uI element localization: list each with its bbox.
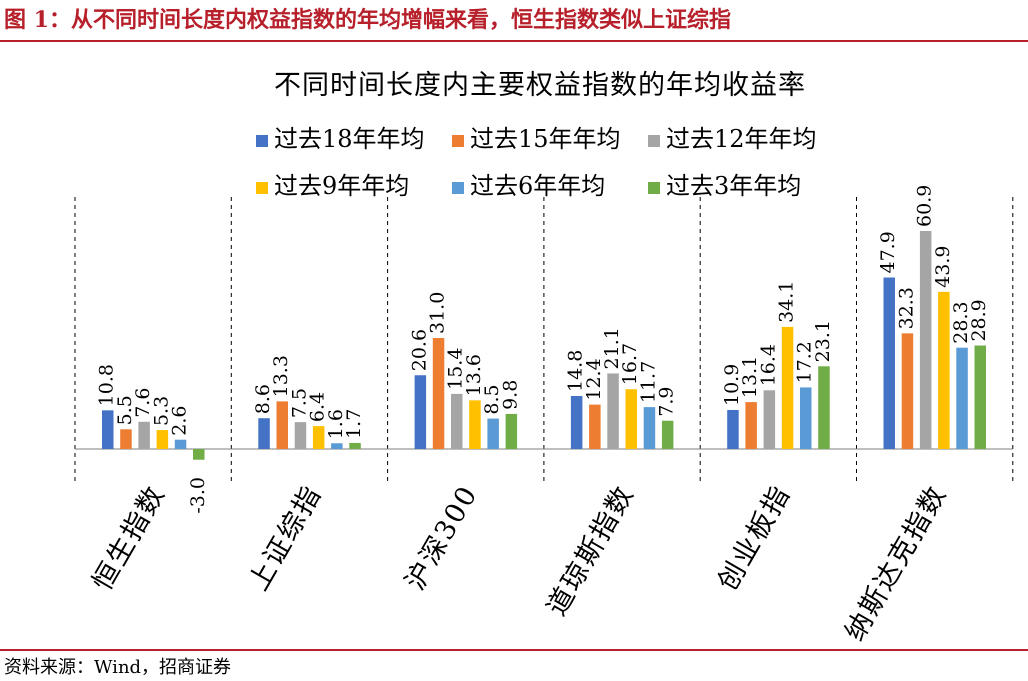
bar [138,421,150,449]
data-label: 5.5 [114,395,136,425]
data-label: 43.9 [932,246,954,288]
data-label: 7.5 [288,388,310,418]
data-label: 12.4 [583,358,605,400]
top-rule [0,40,1028,42]
category-label: 纳斯达克指数 [839,480,953,646]
data-label: 9.8 [499,380,521,410]
data-label: 1.7 [343,409,365,439]
bar [919,230,932,449]
data-label: 6.4 [307,392,329,422]
legend-label: 过去15年年均 [470,125,621,153]
data-label: 7.9 [656,386,678,416]
bar [156,430,169,449]
data-label: 28.9 [968,299,990,341]
data-label: 8.5 [481,384,503,414]
data-label: 5.3 [150,396,172,426]
legend-label: 过去12年年均 [666,125,817,153]
data-label: 11.7 [637,361,659,403]
data-label: 14.8 [565,350,587,392]
bar [451,393,463,449]
bar [349,442,361,449]
bar [331,443,343,449]
bar [102,410,114,449]
data-label: 60.9 [914,185,936,227]
bar [505,413,518,449]
data-label: 28.3 [950,301,972,343]
figure-title: 图 1：从不同时间长度内权益指数的年均增幅来看，恒生指数类似上证综指 [4,7,731,33]
data-label: 13.6 [463,354,485,396]
data-label: 16.7 [619,343,641,385]
legend-swatch [256,135,268,147]
source-note: 资料来源：Wind，招商证券 [4,657,232,678]
data-label: 21.1 [601,327,623,369]
bar [883,277,895,449]
bar [469,400,481,449]
data-label: 16.4 [757,344,779,386]
data-label: 20.6 [408,329,430,371]
chart-title: 不同时间长度内主要权益指数的年均收益率 [274,70,806,101]
bar [938,291,950,449]
bar [432,338,445,449]
legend-swatch [648,135,660,147]
bar [570,396,583,449]
bar [487,418,499,449]
bar [258,418,270,449]
data-label: 10.8 [96,364,118,406]
bar [294,422,307,449]
category-label: 上证综指 [243,480,328,596]
bar [643,407,656,449]
bar [781,326,794,449]
bar [901,333,914,449]
legend-swatch [452,182,464,194]
data-label: 47.9 [877,231,899,273]
data-label: 13.1 [739,356,761,398]
bar [312,426,325,449]
legend-label: 过去3年年均 [666,172,801,200]
plot-area: 10.85.57.65.32.6 -3.0 恒生指数 8.613.37.56.41.6… [74,185,1014,646]
data-label: 23.1 [812,320,834,362]
bar [956,347,968,449]
data-label: 17.2 [794,341,816,383]
data-label: 32.3 [895,287,917,329]
category-label: 恒生指数 [87,480,172,596]
data-label: 2.6 [169,405,191,435]
data-label: 15.4 [445,348,467,390]
bar [174,439,187,449]
category-label: 沪深300 [400,480,485,596]
legend-label: 过去6年年均 [470,172,605,200]
legend-label: 过去18年年均 [274,125,425,153]
bar [414,375,427,449]
bar [763,390,776,449]
legend-swatch [648,182,660,194]
data-label: 34.1 [776,281,798,323]
bar [974,345,986,449]
bar [727,409,739,449]
bottom-rule [0,649,1028,651]
data-label: 10.9 [721,364,743,406]
bar [276,401,288,449]
bar [745,402,757,449]
data-label: 7.6 [132,388,154,418]
category-label: 创业板指 [712,480,797,596]
bar [800,387,812,449]
data-label: -3.0 [187,477,209,514]
bar [625,389,637,449]
legend-swatch [256,182,268,194]
bar [193,449,205,460]
bar [818,366,830,449]
data-label: 1.6 [325,409,347,439]
data-label: 31.0 [427,292,449,334]
data-label: 13.3 [270,355,292,397]
bar [661,420,674,449]
bar [607,373,619,449]
category-label: 道琼斯指数 [541,480,640,621]
bar-chart: 不同时间长度内主要权益指数的年均收益率 过去18年年均 过去15年年均 过去12年年… [74,70,1014,646]
data-label: 8.6 [252,384,274,414]
legend-label: 过去9年年均 [274,172,409,200]
bar [120,429,132,449]
legend-swatch [452,135,464,147]
bar [589,404,601,449]
